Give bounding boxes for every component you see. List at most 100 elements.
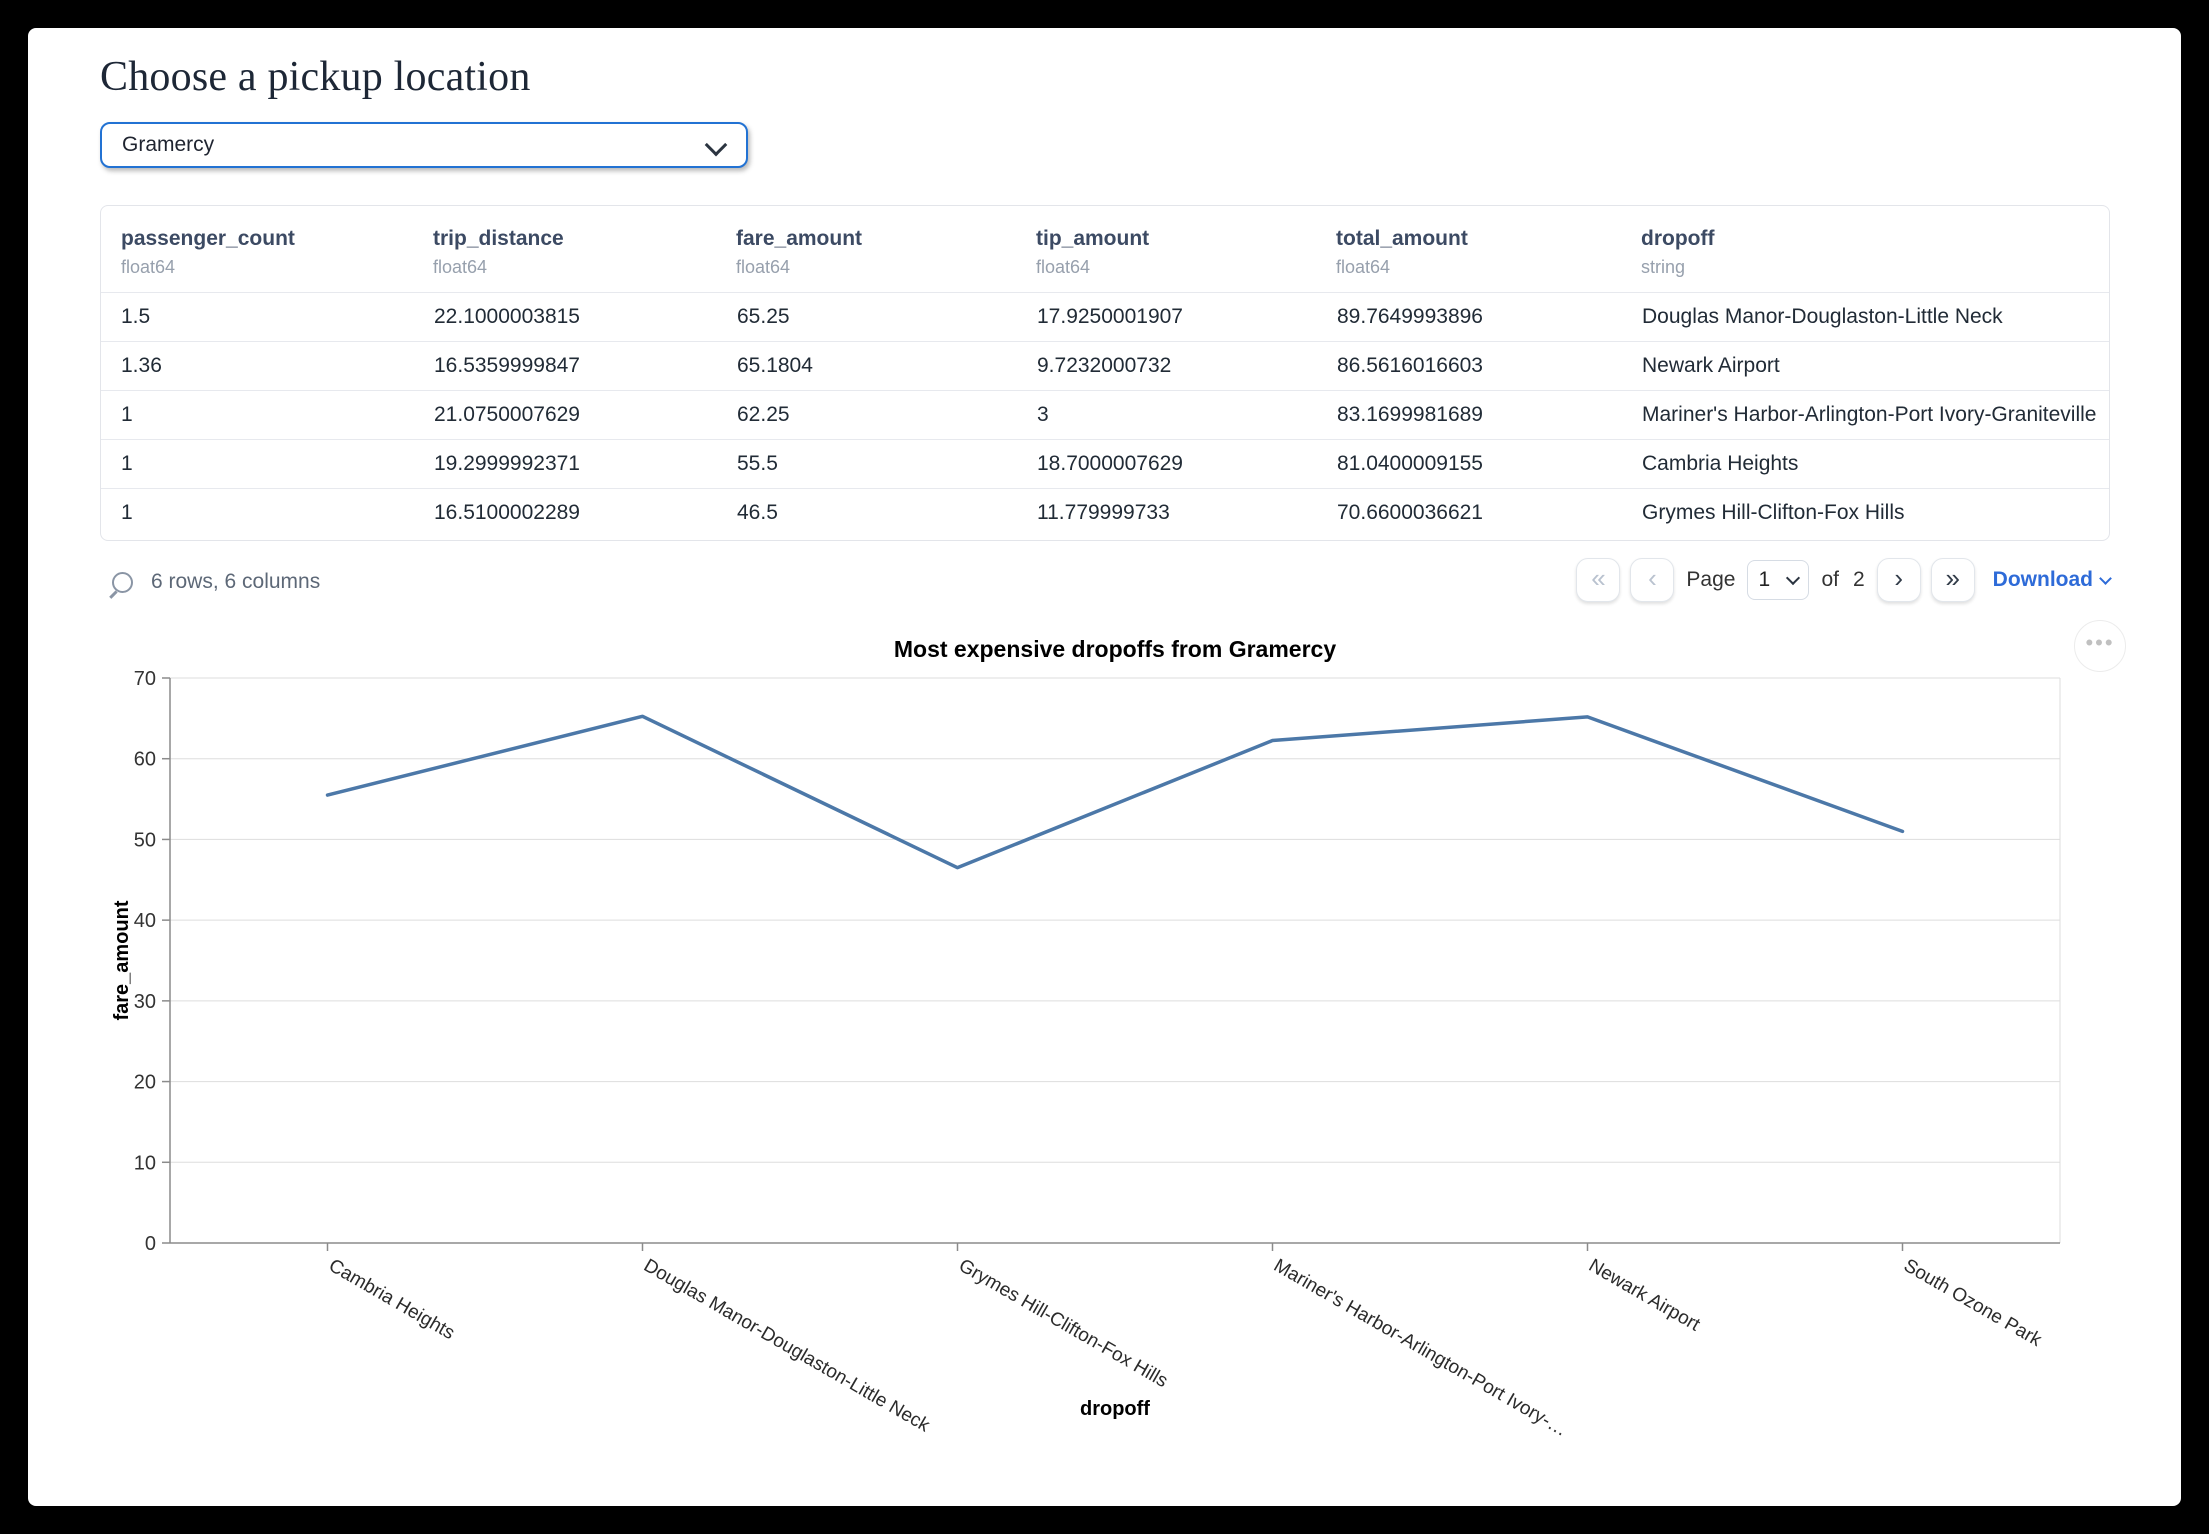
chart-more-options-button[interactable]: ••• <box>2074 620 2126 672</box>
table-cell: 16.5100002289 <box>433 488 736 537</box>
x-tick-label: Newark Airport <box>1585 1255 1704 1336</box>
column-name: fare_amount <box>736 227 863 250</box>
column-name: trip_distance <box>433 227 564 250</box>
chevron-down-icon <box>2099 572 2112 585</box>
table-cell: 55.5 <box>736 439 1036 489</box>
y-tick-label: 70 <box>134 668 156 690</box>
y-tick-label: 60 <box>134 749 156 771</box>
column-header[interactable]: tip_amount float64 <box>1036 206 1336 293</box>
y-axis-title: fare_amount <box>111 900 133 1020</box>
row-column-count: 6 rows, 6 columns <box>151 570 321 593</box>
pickup-location-select[interactable]: Gramercy <box>100 122 748 168</box>
table-cell: 16.5359999847 <box>433 341 736 391</box>
x-tick-label: Cambria Heights <box>325 1255 458 1344</box>
table-row[interactable]: 1 16.5100002289 46.5 11.779999733 70.6600036… <box>101 488 2109 537</box>
table-cell: 81.0400009155 <box>1336 439 1641 489</box>
column-name: total_amount <box>1336 227 1468 250</box>
previous-page-button[interactable]: ‹ <box>1630 558 1675 602</box>
search-icon[interactable] <box>112 571 133 593</box>
table-cell: 65.1804 <box>736 341 1036 391</box>
chevron-down-icon <box>1786 570 1801 586</box>
column-name: passenger_count <box>121 227 295 250</box>
table-cell: 83.1699981689 <box>1336 390 1641 440</box>
table-cell: 22.1000003815 <box>433 292 736 342</box>
column-type: float64 <box>433 257 488 277</box>
column-header[interactable]: passenger_count float64 <box>101 206 433 293</box>
table-cell: 11.779999733 <box>1036 488 1336 537</box>
column-header[interactable]: dropoff string <box>1641 206 2109 293</box>
page-label: Page <box>1686 568 1736 591</box>
y-tick-label: 40 <box>134 910 156 932</box>
download-button[interactable]: Download <box>1992 568 2112 592</box>
first-page-button[interactable]: « <box>1576 558 1621 602</box>
table-cell: 21.0750007629 <box>433 390 736 440</box>
column-header[interactable]: fare_amount float64 <box>736 206 1036 293</box>
table-cell: 86.5616016603 <box>1336 341 1641 391</box>
fare-line <box>325 714 1905 870</box>
table-cell: 65.25 <box>736 292 1036 342</box>
column-name: tip_amount <box>1036 227 1150 250</box>
table-body: 1.5 22.1000003815 65.25 17.9250001907 89.764… <box>101 292 2109 537</box>
y-tick-label: 50 <box>134 829 156 851</box>
chevron-down-icon <box>704 133 728 157</box>
table-cell: 89.7649993896 <box>1336 292 1641 342</box>
y-tick-label: 0 <box>145 1233 156 1255</box>
table-cell: 3 <box>1036 390 1336 440</box>
table-cell: 1 <box>101 439 433 489</box>
table-row[interactable]: 1.5 22.1000003815 65.25 17.9250001907 89.764… <box>101 292 2109 342</box>
table-cell: Newark Airport <box>1641 341 2109 391</box>
table-cell: 17.9250001907 <box>1036 292 1336 342</box>
column-header[interactable]: trip_distance float64 <box>433 206 736 293</box>
chart-title: Most expensive dropoffs from Gramercy <box>894 636 1336 662</box>
table-cell: 70.6600036621 <box>1336 488 1641 537</box>
x-tick-label: Grymes Hill-Clifton-Fox Hills <box>955 1255 1171 1392</box>
table-pagination: « ‹ Page 1 of 2 › » Download <box>1576 556 2112 604</box>
column-name: dropoff <box>1641 227 1715 250</box>
table-row[interactable]: 1.36 16.5359999847 65.1804 9.7232000732 86.5… <box>101 341 2109 391</box>
column-type: float64 <box>1036 257 1091 277</box>
more-options-icon: ••• <box>2085 630 2115 655</box>
table-footer-summary: 6 rows, 6 columns <box>112 559 320 605</box>
table-cell: 19.2999992371 <box>433 439 736 489</box>
table-cell: 1.5 <box>101 292 433 342</box>
table-cell: 9.7232000732 <box>1036 341 1336 391</box>
column-type: float64 <box>121 257 176 277</box>
of-label: of <box>1821 568 1839 591</box>
y-tick-label: 30 <box>134 991 156 1013</box>
page-title: Choose a pickup location <box>100 54 531 100</box>
table-cell: Douglas Manor-Douglaston-Little Neck <box>1641 292 2109 342</box>
table-row[interactable]: 1 21.0750007629 62.25 3 83.1699981689 Mariner… <box>101 390 2109 440</box>
table-cell: 18.7000007629 <box>1036 439 1336 489</box>
table-cell: 62.25 <box>736 390 1036 440</box>
table-cell: Mariner's Harbor-Arlington-Port Ivory-Gr… <box>1641 390 2109 440</box>
table-cell: Cambria Heights <box>1641 439 2109 489</box>
x-tick-label: Douglas Manor-Douglaston-Little Neck <box>640 1255 934 1437</box>
fare-line-chart: 0 10 20 30 40 50 60 70 Cambria Heights Douglas Ma… <box>111 636 2061 1441</box>
table-cell: 1.36 <box>101 341 433 391</box>
y-tick-label: 20 <box>134 1072 156 1094</box>
table-cell: 1 <box>101 488 433 537</box>
table-cell: 1 <box>101 390 433 440</box>
page-number-select[interactable]: 1 <box>1747 560 1810 600</box>
app-card: Choose a pickup location Gramercy passen… <box>28 28 2181 1506</box>
column-type: string <box>1641 257 1686 277</box>
y-tick-label: 10 <box>134 1152 156 1174</box>
page-number-value: 1 <box>1758 568 1771 591</box>
download-label: Download <box>1992 568 2093 591</box>
column-type: float64 <box>736 257 791 277</box>
column-type: float64 <box>1336 257 1391 277</box>
column-header[interactable]: total_amount float64 <box>1336 206 1641 293</box>
next-page-button[interactable]: › <box>1876 558 1921 602</box>
table-row[interactable]: 1 19.2999992371 55.5 18.7000007629 81.040000… <box>101 439 2109 489</box>
x-tick-label: Mariner's Harbor-Arlington-Port Ivory-… <box>1270 1255 1571 1441</box>
total-pages: 2 <box>1852 568 1865 591</box>
x-axis-title: dropoff <box>1080 1398 1150 1420</box>
last-page-button[interactable]: » <box>1930 558 1975 602</box>
table-cell: 46.5 <box>736 488 1036 537</box>
pickup-select-value: Gramercy <box>122 133 215 156</box>
x-tick-label: South Ozone Park <box>1900 1255 2045 1351</box>
table-cell: Grymes Hill-Clifton-Fox Hills <box>1641 488 2109 537</box>
